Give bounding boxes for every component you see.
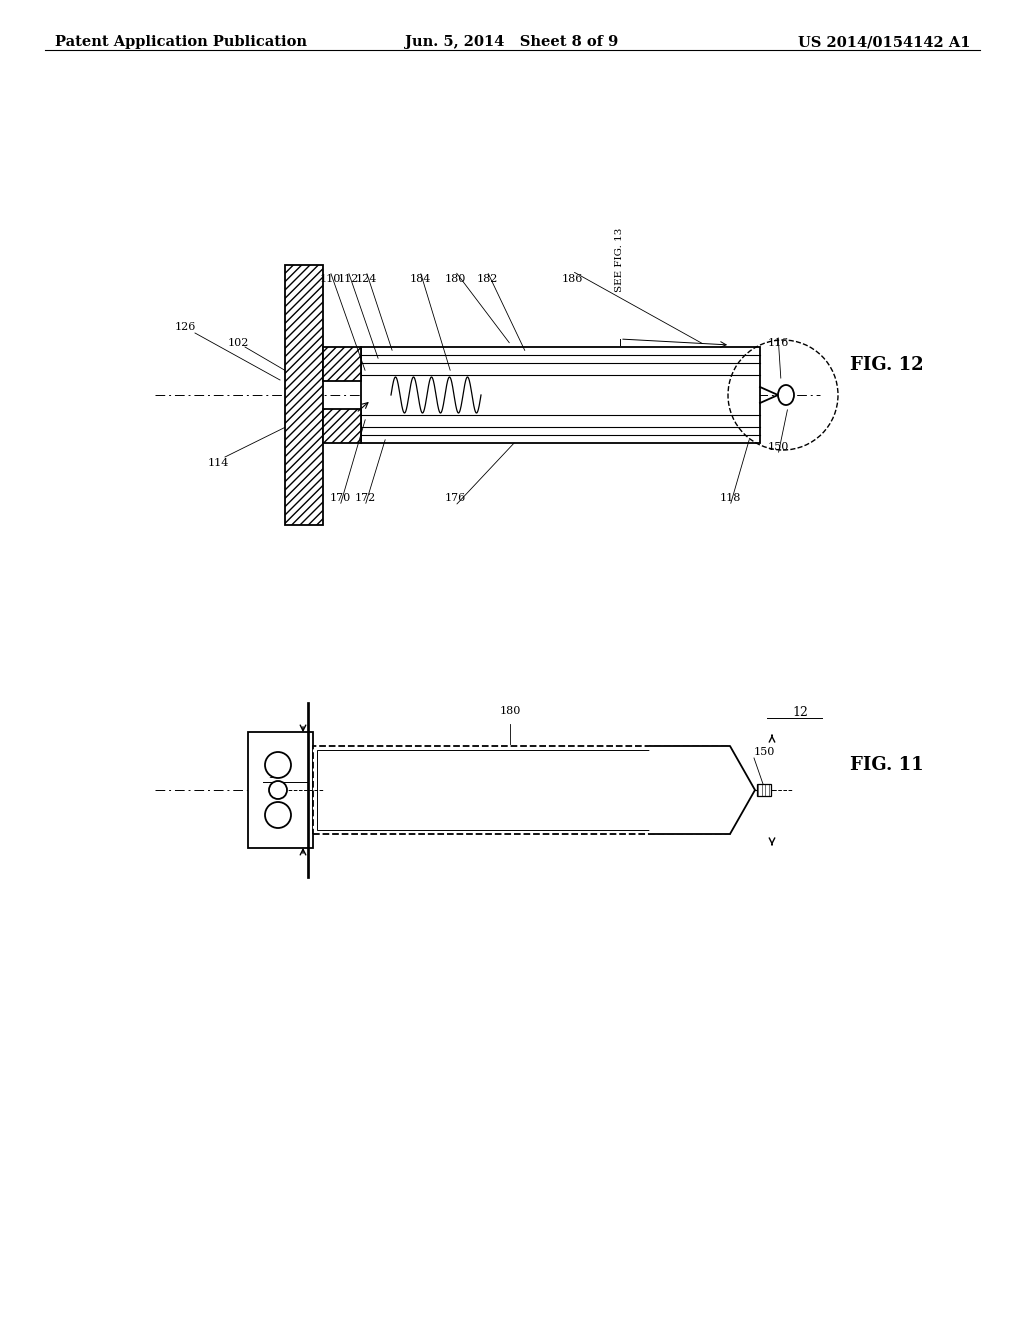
Text: Patent Application Publication: Patent Application Publication — [55, 36, 307, 49]
Text: 118: 118 — [719, 492, 740, 503]
Text: 12: 12 — [267, 768, 283, 781]
Text: 150: 150 — [754, 747, 775, 756]
Text: 180: 180 — [500, 706, 520, 715]
Text: FIG. 12: FIG. 12 — [850, 356, 924, 374]
Text: 150: 150 — [767, 442, 788, 451]
Circle shape — [269, 781, 287, 799]
Text: 172: 172 — [354, 492, 376, 503]
Text: 12: 12 — [792, 705, 808, 718]
Text: SEE FIG. 13: SEE FIG. 13 — [615, 227, 625, 292]
Text: 176: 176 — [444, 492, 466, 503]
Text: 180: 180 — [444, 275, 466, 284]
Bar — [757, 784, 771, 796]
Bar — [323, 409, 361, 444]
Text: 114: 114 — [207, 458, 228, 469]
Text: 126: 126 — [174, 322, 196, 333]
Text: 170: 170 — [330, 492, 350, 503]
Bar — [248, 733, 313, 847]
Text: 102: 102 — [227, 338, 249, 348]
Bar — [323, 347, 361, 381]
Circle shape — [265, 803, 291, 828]
Text: 184: 184 — [410, 275, 431, 284]
Bar — [323, 347, 361, 381]
Text: FIG. 11: FIG. 11 — [850, 756, 924, 774]
Bar — [317, 750, 726, 830]
Text: 124: 124 — [355, 275, 377, 284]
Ellipse shape — [778, 385, 794, 405]
Text: Jun. 5, 2014   Sheet 8 of 9: Jun. 5, 2014 Sheet 8 of 9 — [406, 36, 618, 49]
Bar — [361, 347, 760, 444]
Circle shape — [265, 752, 291, 777]
Text: 182: 182 — [476, 275, 498, 284]
Bar — [285, 265, 323, 525]
Bar — [313, 746, 730, 834]
Text: 116: 116 — [767, 338, 788, 348]
Polygon shape — [650, 746, 755, 834]
Bar — [323, 409, 361, 444]
Text: 186: 186 — [561, 275, 583, 284]
Bar — [285, 265, 323, 525]
Text: 110: 110 — [319, 275, 341, 284]
Text: 112: 112 — [337, 275, 358, 284]
Text: US 2014/0154142 A1: US 2014/0154142 A1 — [798, 36, 970, 49]
